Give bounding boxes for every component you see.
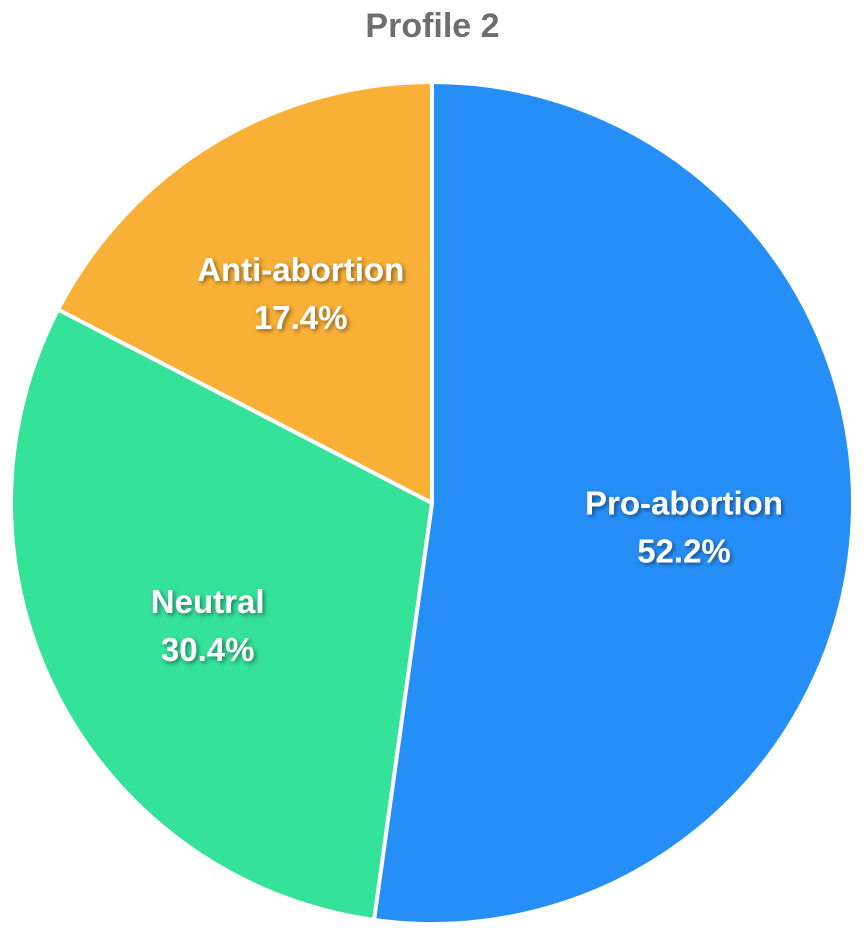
slice-label-neutral: Neutral xyxy=(151,583,265,620)
pie-slice-neutral xyxy=(9,307,434,922)
pie-slice-anti-abortion xyxy=(56,80,434,505)
pie-slices xyxy=(9,80,855,926)
slice-label-pro-abortion: Pro-abortion xyxy=(585,484,783,521)
pie-labels: Pro-abortion 52.2% Neutral 30.4% Anti-aborti… xyxy=(151,251,783,668)
slice-value-pro-abortion: 52.2% xyxy=(637,532,731,569)
pie-slice-pro-abortion xyxy=(371,80,855,926)
chart-title: Profile 2 xyxy=(365,7,500,45)
slice-value-anti-abortion: 17.4% xyxy=(254,299,348,336)
slice-label-anti-abortion: Anti-abortion xyxy=(197,251,404,288)
slice-value-neutral: 30.4% xyxy=(161,631,255,668)
